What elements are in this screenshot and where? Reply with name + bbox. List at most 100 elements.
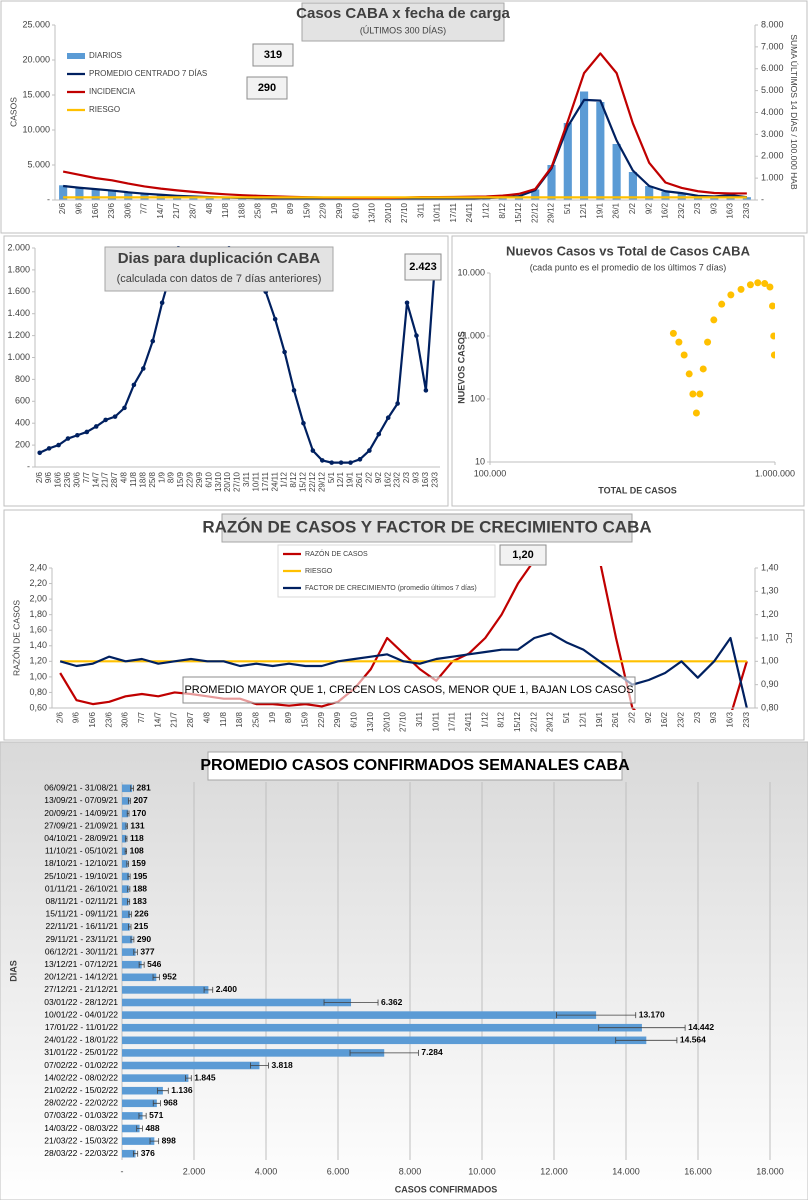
x-tick-label: 4/8 <box>120 471 129 483</box>
point <box>65 436 71 441</box>
point <box>141 366 146 371</box>
x-tick-label: 8/9 <box>284 711 293 723</box>
legend-label: FACTOR DE CRECIMIENTO (promedio últimos … <box>305 585 477 592</box>
error-bar <box>130 785 134 792</box>
x-tick-label: 29/9 <box>333 711 342 727</box>
x-tick-label: 16/3 <box>726 202 735 218</box>
error-bar <box>127 797 131 804</box>
annotation-box <box>404 253 442 281</box>
x-axis-label: TOTAL DE CASOS <box>598 485 677 495</box>
x-tick-label: 8/9 <box>286 202 295 214</box>
error-bar <box>598 1024 686 1031</box>
bar <box>122 1061 260 1070</box>
y-tick-label: 14/02/22 - 08/02/22 <box>44 1072 118 1082</box>
error-bar <box>125 823 128 830</box>
x-tick-label: 15/9 <box>302 202 311 218</box>
x-tick-label: 29/12 <box>546 711 555 732</box>
x-tick-label: 9/6 <box>72 711 81 723</box>
y-tick-label: - <box>27 461 30 471</box>
x-tick-label: 27/10 <box>233 471 242 492</box>
x-tick-label: 23/6 <box>63 471 72 487</box>
x-tick-label: - <box>121 1166 124 1176</box>
point <box>329 460 334 465</box>
y2-tick-label: 1,00 <box>761 656 779 666</box>
y-tick-label: 11/10/21 - 05/10/21 <box>45 846 118 856</box>
y-tick-label: 27/12/21 - 21/12/21 <box>44 984 118 994</box>
y-tick-label: 600 <box>15 396 30 406</box>
y-tick-label: 2,20 <box>29 578 47 588</box>
point <box>770 351 775 359</box>
y-tick-label: 1.000 <box>7 352 30 362</box>
point <box>103 417 108 423</box>
point <box>310 448 316 453</box>
bar <box>122 973 157 982</box>
error-bar <box>349 1049 419 1056</box>
x-tick-label: 15/12 <box>513 711 522 732</box>
error-bar <box>126 860 130 867</box>
error-bar <box>128 911 132 918</box>
y-tick-label: 200 <box>15 439 30 449</box>
legend-label: PROMEDIO CENTRADO 7 DÍAS <box>89 69 207 78</box>
point <box>150 338 156 344</box>
y-tick-label: 1.000 <box>462 330 485 340</box>
y-axis-label: DIAS <box>8 960 18 982</box>
y-tick-label: 21/03/22 - 15/03/22 <box>44 1135 118 1145</box>
y2-tick-label: 5.000 <box>761 85 784 95</box>
x-tick-label: 30/6 <box>121 711 130 727</box>
x-tick-label: 25/8 <box>254 202 263 218</box>
x-tick-label: 18/8 <box>138 471 147 487</box>
x-tick-label: 8/12 <box>497 711 506 727</box>
legend-label: RAZÓN DE CASOS <box>305 549 368 558</box>
x-tick-label: 15/9 <box>301 711 310 727</box>
x-tick-label: 26/1 <box>355 471 364 487</box>
x-tick-label: 12.000 <box>540 1166 568 1176</box>
y2-tick-label: 1,40 <box>761 562 779 572</box>
bar <box>531 189 540 200</box>
x-tick-label: 14/7 <box>91 471 100 487</box>
error-bar <box>127 873 131 880</box>
bar <box>122 1074 189 1082</box>
point <box>669 329 677 337</box>
y-tick-label: 15.000 <box>22 89 50 99</box>
y2-axis-label: SUMA ÚLTIMOS 14 DÍAS / 100.000 HAB <box>789 34 799 190</box>
y-tick-label: 08/11/21 - 02/11/21 <box>46 896 119 906</box>
value-label: 968 <box>163 1098 177 1108</box>
error-bar <box>126 810 130 817</box>
x-tick-label: 19/1 <box>595 202 604 218</box>
x-tick-label: 4.000 <box>255 1166 278 1176</box>
y-axis-label: CASOS <box>8 97 18 127</box>
bar <box>122 797 130 805</box>
error-bar <box>136 1125 143 1132</box>
bar <box>563 123 572 200</box>
y-tick-label: 28/03/22 - 22/03/22 <box>44 1148 118 1158</box>
chart-subtitle: (ÚLTIMOS 300 DÍAS) <box>360 25 446 35</box>
y-tick-label: 04/10/21 - 28/09/21 <box>44 833 118 843</box>
point <box>272 316 278 322</box>
point <box>761 280 769 288</box>
bar <box>122 948 136 956</box>
value-label: 376 <box>141 1148 155 1158</box>
y-tick-label: 400 <box>15 418 30 428</box>
y-tick-label: 29/11/21 - 23/11/21 <box>46 934 119 944</box>
bar <box>122 1011 597 1019</box>
error-bar <box>130 936 135 943</box>
bar <box>122 923 130 931</box>
value-label: 195 <box>133 871 147 881</box>
value-label: 546 <box>147 959 161 969</box>
point <box>718 300 726 308</box>
x-tick-label: 28/7 <box>188 202 197 218</box>
y2-tick-label: 8.000 <box>761 19 784 29</box>
y-tick-label: 10/01/22 - 04/01/22 <box>44 1009 118 1019</box>
error-bar <box>127 886 131 893</box>
bar <box>205 197 214 200</box>
x-tick-label: 22/12 <box>308 471 317 492</box>
bar <box>122 1112 143 1120</box>
x-tick-label: 16.000 <box>684 1166 712 1176</box>
error-bar <box>250 1062 269 1069</box>
x-tick-label: 3/11 <box>415 711 424 727</box>
x-tick-label: 12/1 <box>579 202 588 218</box>
point <box>737 285 745 293</box>
x-tick-label: 10/11 <box>433 202 442 222</box>
x-tick-label: 30/6 <box>72 471 81 487</box>
